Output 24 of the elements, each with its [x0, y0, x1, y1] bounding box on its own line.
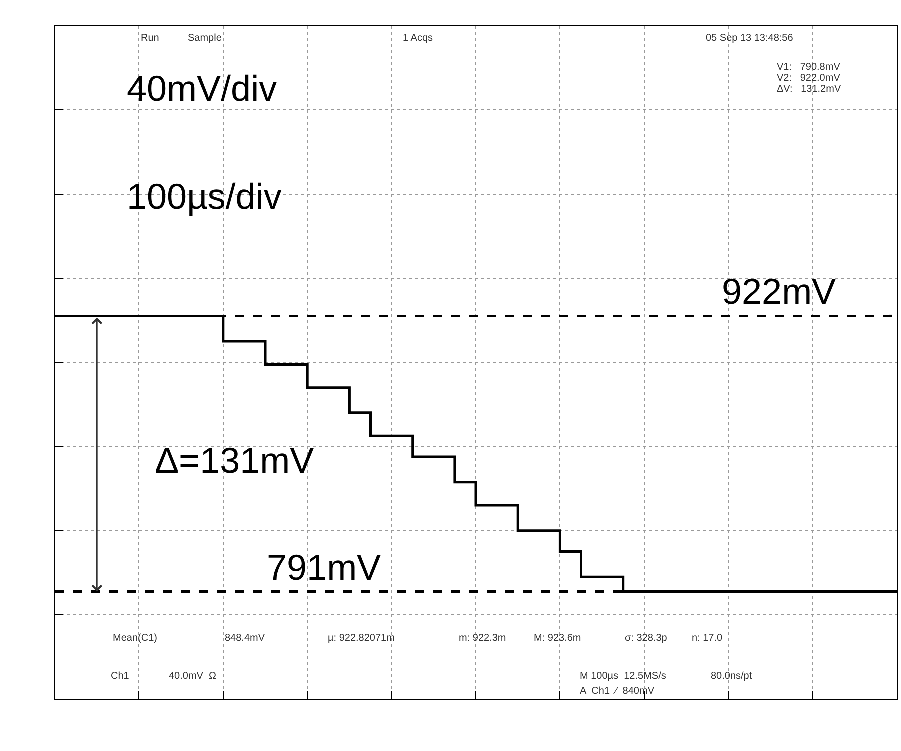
text: n: 17.0: [692, 633, 724, 644]
annotation: Δ=131mV: [155, 440, 314, 481]
text: σ: 328.3p: [625, 633, 668, 644]
text: 80.0ns/pt: [711, 671, 752, 682]
ref-line-label: 791mV: [267, 547, 382, 588]
text: 40mV/div: [127, 68, 278, 109]
text: µ: 922.82071m: [328, 633, 395, 644]
text: Ch1: [111, 671, 130, 682]
text: 40.0mV Ω: [169, 671, 218, 682]
text: Run: [141, 33, 160, 44]
text: Sample: [188, 33, 222, 44]
ref-line-label: 922mV: [722, 271, 836, 312]
text: m: 922.3m: [459, 633, 506, 644]
text: 848.4mV: [225, 633, 266, 644]
text: A Ch1 ∕ 840mV: [580, 686, 655, 697]
text: M: 923.6m: [534, 633, 582, 644]
text: V2: 922.0mV: [777, 73, 841, 84]
text: V1: 790.8mV: [777, 62, 841, 73]
text: ΔV: 131.2mV: [777, 84, 842, 95]
text: 100µs/div: [127, 176, 282, 217]
text: Mean(C1): [113, 633, 158, 644]
text: 05 Sep 13 13:48:56: [706, 33, 794, 44]
text: M 100µs 12.5MS/s: [580, 671, 666, 682]
text: 1 Acqs: [403, 33, 434, 44]
